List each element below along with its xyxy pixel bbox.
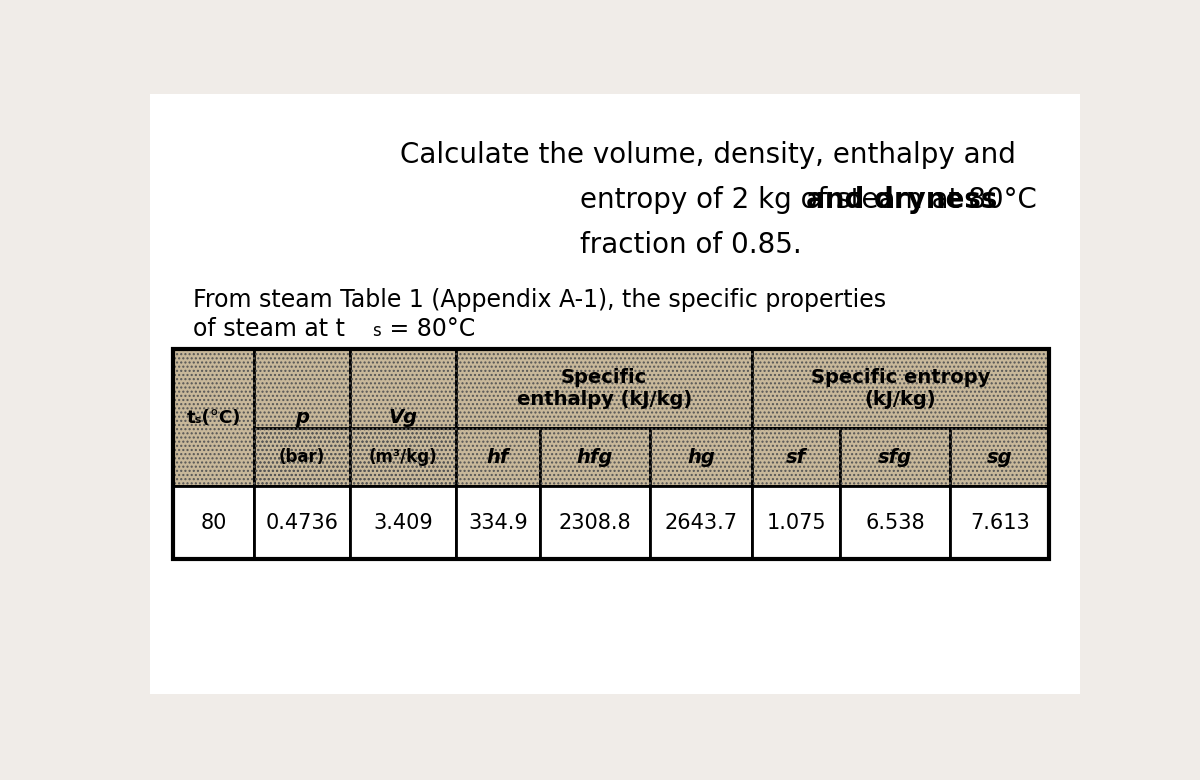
Bar [456,427,540,486]
Bar [950,427,1049,486]
Bar [254,349,349,486]
Bar [349,427,456,486]
Bar [305,98,1042,317]
Bar [840,427,950,486]
Bar [752,427,840,486]
Bar [752,349,1049,427]
Text: (bar): (bar) [278,448,325,466]
Bar [840,427,950,486]
Bar [540,427,650,486]
Bar [752,486,840,559]
Text: Calculate the volume, density, enthalpy and: Calculate the volume, density, enthalpy … [400,141,1016,169]
Text: Specific
enthalpy (kJ/kg): Specific enthalpy (kJ/kg) [516,368,691,409]
Bar [540,486,650,559]
Bar [254,427,349,486]
Bar [349,427,456,486]
Bar [173,349,1049,559]
Text: Vg: Vg [389,408,418,427]
Bar [456,427,540,486]
Text: Specific entropy
(kJ/kg): Specific entropy (kJ/kg) [811,368,990,409]
Text: = 80°C: = 80°C [383,317,475,341]
Text: 80: 80 [200,513,227,533]
Bar [456,486,540,559]
Bar [950,427,1049,486]
Text: 7.613: 7.613 [970,513,1030,533]
Text: 334.9: 334.9 [468,513,528,533]
Text: of steam at t: of steam at t [193,317,344,341]
Text: 1.075: 1.075 [767,513,826,533]
Bar [456,349,752,427]
Text: 3.409: 3.409 [373,513,433,533]
Text: hg: hg [688,448,715,466]
Text: s: s [372,321,380,339]
Bar [349,349,456,486]
Bar [173,349,254,486]
Text: and dryness: and dryness [806,186,997,214]
Bar [254,427,349,486]
Bar [650,427,752,486]
Bar [456,349,752,427]
Bar [173,486,254,559]
Bar [254,486,349,559]
Bar [650,486,752,559]
Text: (m³/kg): (m³/kg) [368,448,437,466]
Text: hfg: hfg [577,448,613,466]
Bar [254,349,349,486]
Text: p: p [295,408,310,427]
Bar [950,486,1049,559]
Bar [173,349,254,486]
Text: 6.538: 6.538 [865,513,925,533]
Text: hf: hf [487,448,509,466]
Text: sg: sg [986,448,1013,466]
Bar [840,486,950,559]
Text: entropy of 2 kg of steam at 80°C: entropy of 2 kg of steam at 80°C [580,186,1046,214]
Text: From steam Table 1 (Appendix A-1), the specific properties: From steam Table 1 (Appendix A-1), the s… [193,288,886,312]
Text: sfg: sfg [878,448,912,466]
Text: 2643.7: 2643.7 [665,513,738,533]
Text: 0.4736: 0.4736 [265,513,338,533]
Text: 2308.8: 2308.8 [558,513,631,533]
Bar [752,349,1049,427]
Text: tₛ(°C): tₛ(°C) [187,409,241,427]
Bar [349,486,456,559]
Text: fraction of 0.85.: fraction of 0.85. [580,231,802,259]
Bar [752,427,840,486]
Bar [650,427,752,486]
Bar [349,349,456,486]
Text: sf: sf [786,448,806,466]
Bar [540,427,650,486]
